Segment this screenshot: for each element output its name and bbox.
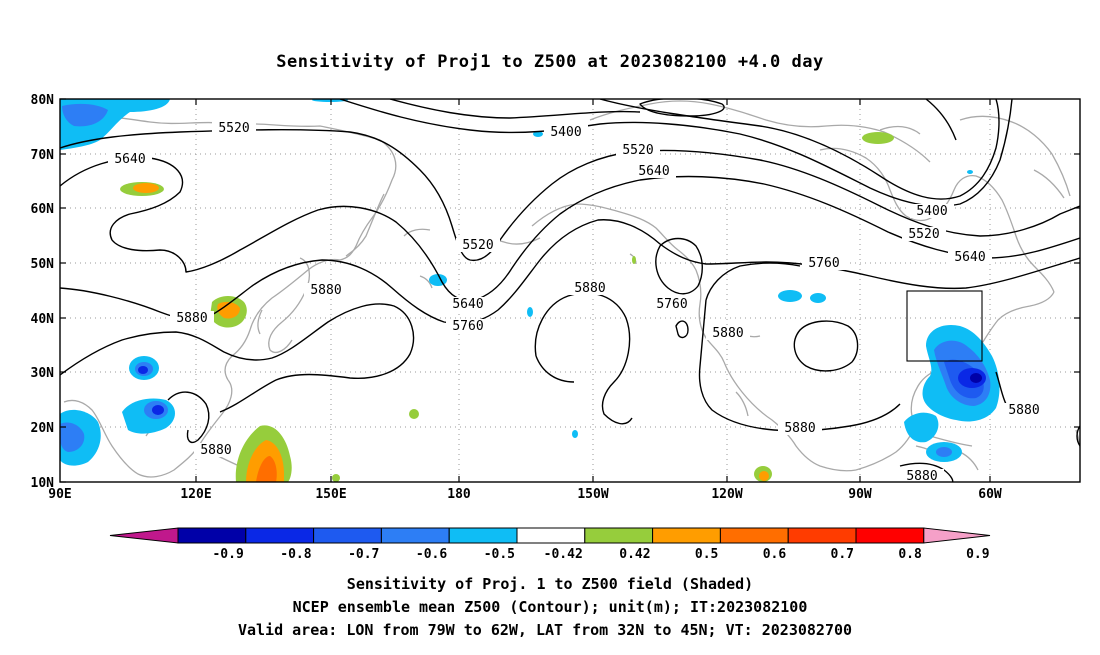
colorbar-label: -0.6 [416,547,447,562]
lat-label: 40N [31,312,55,327]
contour-label: 5880 [310,283,341,298]
contour-label: 5640 [452,297,483,312]
valid-area-box [906,290,983,362]
contour-label: 5400 [550,125,581,140]
contour-label: 5880 [200,443,231,458]
contour-label: 5880 [1008,403,1039,418]
axis-ticks [60,98,1080,483]
colorbar-label: -0.9 [212,547,243,562]
lat-label: 60N [31,202,55,217]
colorbar-high-extension [923,527,991,544]
map-panel: 5520 5400 5640 5520 5640 5400 5520 5520 … [60,99,1080,484]
contour-label: 5520 [218,121,249,136]
lon-label: 180 [447,487,471,502]
lon-label: 90E [48,487,71,502]
footer-line-2: NCEP ensemble mean Z500 (Contour); unit(… [293,598,808,616]
colorbar-segment [652,527,721,544]
colorbar-segment [787,527,857,544]
footer-line-3: Valid area: LON from 79W to 62W, LAT fro… [238,621,852,639]
contour-label: 5880 [574,281,605,296]
colorbar-segment [855,527,925,544]
lon-label: 90W [848,487,872,502]
colorbar-label: 0.6 [763,547,787,562]
colorbar-segment [584,527,654,544]
contour-label: 5760 [656,297,687,312]
longitude-labels: 90E 120E 150E 180 150W 120W 90W 60W [48,487,1002,502]
coastlines [60,100,1080,482]
lon-label: 60W [978,487,1002,502]
contour-label: 5640 [638,164,669,179]
contour-label: 5640 [114,152,145,167]
colorbar-label: 0.9 [966,547,989,562]
lat-label: 30N [31,366,55,381]
latitude-labels: 80N 70N 60N 50N 40N 30N 20N 10N [31,93,55,491]
lon-label: 120W [711,487,742,502]
z500-contours [60,99,1080,482]
lat-label: 80N [31,93,55,108]
colorbar-segment [313,527,382,544]
lat-label: 10N [31,476,55,491]
contour-label: 5520 [908,227,939,242]
contour-label: 5880 [176,311,207,326]
colorbar-segment [448,527,518,544]
colorbar-label: -0.5 [484,547,515,562]
colorbar-segment [516,527,586,544]
sensitivity-shading [60,99,1000,482]
map-frame [59,98,1081,483]
contour-labels: 5520 5400 5640 5520 5640 5400 5520 5520 … [114,121,1039,484]
colorbar-label: -0.42 [544,547,583,562]
contour-label-boxes [108,121,1046,482]
colorbar: -0.9 -0.8 -0.7 -0.6 -0.5 -0.42 0.42 0.5 0.6 0.7 0.… [109,527,991,562]
contour-label: 5760 [452,319,483,334]
contour-label: 5880 [712,326,743,341]
footer-line-1: Sensitivity of Proj. 1 to Z500 field (Sh… [347,575,753,593]
lon-label: 150E [315,487,346,502]
contour-label: 5760 [808,256,839,271]
colorbar-segment [177,527,247,544]
contour-label: 5520 [462,238,493,253]
colorbar-segment [380,527,450,544]
contour-label: 5880 [784,421,815,436]
colorbar-label: 0.42 [619,547,650,562]
colorbar-label: 0.7 [831,547,854,562]
lon-label: 120E [180,487,211,502]
colorbar-segment [245,527,315,544]
contour-label: 5640 [954,250,985,265]
colorbar-label: -0.7 [348,547,379,562]
lat-label: 50N [31,257,55,272]
colorbar-label: -0.8 [280,547,311,562]
lon-label: 150W [577,487,608,502]
colorbar-label: 0.5 [695,547,718,562]
colorbar-label: 0.8 [898,547,922,562]
figure-title: Sensitivity of Proj1 to Z500 at 20230821… [276,52,823,72]
contour-label: 5880 [906,469,937,484]
contour-label: 5520 [622,143,653,158]
lat-label: 20N [31,421,55,436]
colorbar-segment [719,527,789,544]
lat-label: 70N [31,148,55,163]
colorbar-low-extension [109,527,179,544]
contour-label: 5400 [916,204,947,219]
